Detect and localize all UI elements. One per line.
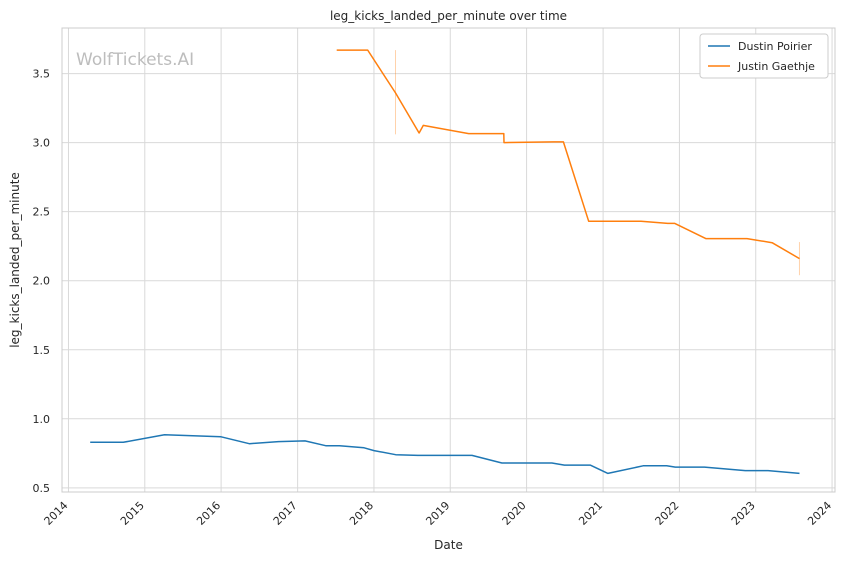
y-axis-title: leg_kicks_landed_per_minute <box>8 172 22 348</box>
x-tick-label: 2018 <box>347 499 376 528</box>
x-tick-label: 2016 <box>194 499 223 528</box>
x-tick-label: 2023 <box>729 499 758 528</box>
x-tick-label: 2015 <box>118 499 147 528</box>
x-axis-title: Date <box>434 538 463 552</box>
legend-label: Dustin Poirier <box>738 40 812 53</box>
y-tick-label: 2.0 <box>33 275 51 288</box>
legend-label: Justin Gaethje <box>737 60 815 73</box>
y-tick-label: 0.5 <box>33 482 51 495</box>
y-tick-label: 2.5 <box>33 206 51 219</box>
x-tick-label: 2020 <box>500 499 529 528</box>
grid <box>62 28 835 492</box>
x-tick-label: 2017 <box>271 499 300 528</box>
series-line-dustin-poirier <box>90 433 800 475</box>
plot-area <box>61 27 836 493</box>
legend-box <box>699 33 829 79</box>
chart-title: leg_kicks_landed_per_minute over time <box>330 9 567 23</box>
x-tick-label: 2021 <box>576 499 605 528</box>
x-tick-labels: 2014 2015 2016 2017 2018 2019 2020 2021 2022 2023… <box>42 499 835 528</box>
series-layer <box>90 49 800 475</box>
watermark: WolfTickets.AI <box>76 50 194 70</box>
legend: Dustin Poirier Justin Gaethje <box>699 33 829 79</box>
y-tick-label: 3.5 <box>33 68 51 81</box>
y-tick-label: 1.0 <box>33 413 51 426</box>
x-tick-label: 2022 <box>653 499 682 528</box>
y-tick-labels: 0.5 1.0 1.5 2.0 2.5 3.0 3.5 <box>33 68 51 495</box>
x-tick-label: 2014 <box>42 499 71 528</box>
y-tick-label: 1.5 <box>33 344 51 357</box>
y-tick-label: 3.0 <box>33 137 51 150</box>
x-tick-label: 2024 <box>805 499 834 528</box>
series-line-justin-gaethje <box>336 49 800 260</box>
x-tick-label: 2019 <box>423 499 452 528</box>
